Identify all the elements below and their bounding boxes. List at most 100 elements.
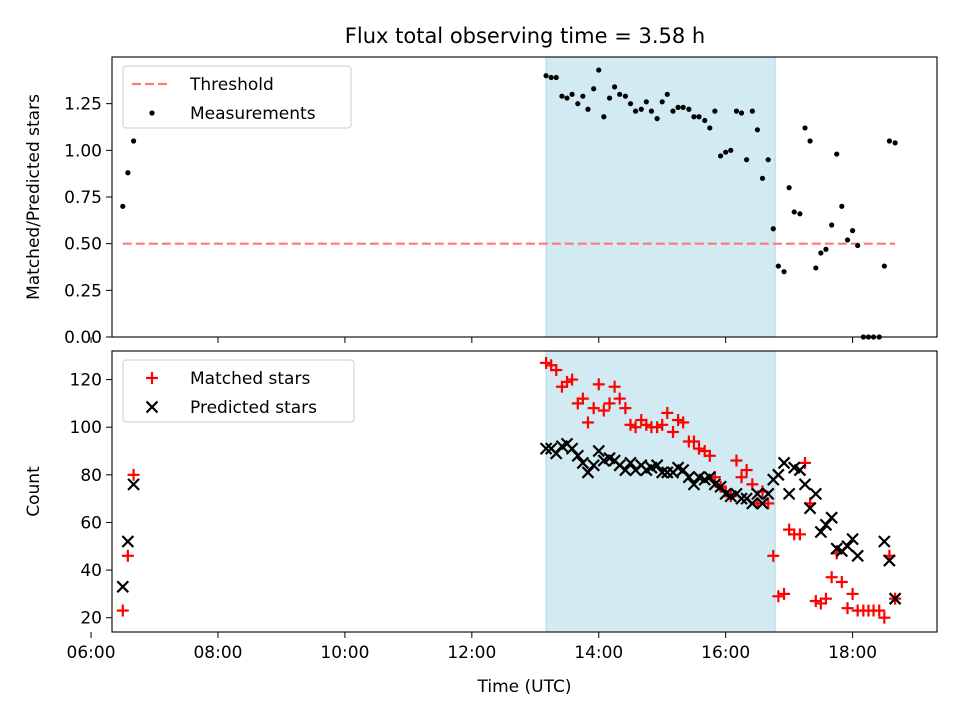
count-x-tick-label: 10:00 (320, 643, 369, 663)
x-stroke-b (603, 451, 616, 465)
measurement-point (580, 93, 586, 99)
ratio-y-tick-label: 1.00 (64, 141, 102, 161)
predicted-star-point (687, 478, 701, 491)
count-panel: 20 40 60 80 100 120 06:00 08:00 10:00 12:00 14:00 1… (24, 350, 938, 697)
matched-star-point (819, 592, 832, 605)
x-stroke-b (841, 539, 854, 553)
measurement-point (881, 263, 887, 269)
predicted-star-point (121, 535, 135, 548)
matched-star-point (127, 468, 140, 481)
measurement-point (675, 104, 681, 110)
measurement-point (823, 246, 829, 252)
measurement-point (559, 93, 565, 99)
matched-star-point (873, 604, 886, 617)
measurement-point (548, 74, 554, 81)
x-stroke-b (692, 470, 706, 484)
ratio-panel: 0.00 0.25 0.50 0.75 1.00 1.25 Matched/Predicte… (24, 56, 938, 348)
x-stroke-b (719, 487, 732, 501)
x-stroke-b (851, 549, 864, 563)
measurement-point (622, 93, 629, 99)
matched-star-point (667, 425, 679, 438)
predicted-star-point (883, 554, 896, 567)
matched-star-point (772, 590, 785, 603)
x-stroke-b (539, 442, 553, 455)
matched-star-point (608, 380, 621, 393)
predicted-star-point (576, 456, 590, 470)
x-stroke-b (772, 468, 785, 482)
matched-star-point (735, 471, 748, 484)
predicted-star-point (814, 525, 828, 539)
measurement-point (575, 101, 581, 107)
matched-star-point (693, 442, 706, 455)
predicted-star-point (777, 456, 791, 470)
matched-star-point (841, 602, 854, 615)
measurement-point (120, 203, 126, 209)
x-stroke-b (592, 444, 606, 458)
ratio-y-tick-label: 0.75 (64, 188, 102, 208)
count-y-tick-label: 120 (70, 371, 102, 391)
x-stroke-b (888, 592, 902, 605)
predicted-star-point (846, 532, 859, 546)
measurement-point (617, 91, 623, 97)
measurement-point (712, 108, 718, 114)
x-stroke-b (787, 461, 801, 474)
measurement-point (813, 265, 819, 271)
x-stroke-b (676, 463, 690, 477)
matched-star-point (566, 373, 579, 386)
x-stroke-b (682, 470, 696, 484)
x-stroke-b (571, 449, 585, 463)
x-stroke-b (671, 461, 685, 474)
x-stroke-b (756, 497, 769, 510)
x-stroke-b (793, 463, 807, 477)
measurement-point (791, 209, 797, 215)
measurement-point (670, 108, 676, 114)
matched-star-point (581, 416, 594, 429)
measurement-point (728, 147, 734, 153)
predicted-star-point (841, 539, 854, 553)
measurement-point (754, 127, 761, 133)
x-axis-label: Time (UTC) (477, 677, 572, 697)
matched-star-point (835, 575, 848, 588)
x-stroke-b (830, 542, 844, 555)
measurement-point (659, 99, 665, 105)
measurement-point (765, 157, 771, 163)
legend-marker-swatch (149, 110, 155, 116)
x-stroke-b (127, 478, 140, 491)
matched-star-point (778, 587, 791, 600)
chart-title: Flux total observing time = 3.58 h (345, 24, 705, 48)
x-stroke-b (846, 532, 859, 546)
predicted-star-point (703, 470, 717, 484)
x-stroke-b (661, 466, 674, 479)
x-stroke-b (782, 487, 796, 501)
ratio-y-tick-label: 0.25 (64, 281, 102, 301)
matched-star-point (587, 402, 600, 415)
x-stroke-b (825, 511, 838, 524)
measurement-point (627, 101, 634, 107)
measurement-point (717, 153, 724, 159)
x-stroke-b (714, 480, 727, 494)
measurement-point (125, 170, 131, 176)
measurement-point (569, 91, 575, 97)
matched-star-point (740, 464, 753, 477)
matched-star-point (629, 421, 642, 434)
predicted-star-point (592, 444, 606, 458)
matched-star-point (793, 528, 806, 541)
measurement-point (733, 108, 740, 114)
matched-star-point (550, 364, 563, 377)
x-stroke-b (587, 459, 600, 472)
x-stroke-b (703, 470, 717, 484)
ratio-legend: Threshold Measurements (122, 65, 352, 129)
matched-star-point (878, 611, 891, 624)
measurement-point (606, 95, 613, 101)
ratio-shaded-window (545, 56, 776, 338)
measurement-point (686, 106, 692, 112)
count-x-tick-label: 16:00 (701, 643, 750, 663)
measurement-point (553, 74, 559, 81)
count-x-tick-label: 12:00 (447, 643, 496, 663)
count-y-tick-label: 60 (80, 513, 102, 533)
measurement-point (892, 140, 898, 146)
predicted-star-point (825, 511, 838, 524)
x-stroke-b (121, 535, 135, 548)
count-legend: Matched stars Predicted stars (122, 359, 355, 423)
measurement-point (702, 117, 708, 124)
